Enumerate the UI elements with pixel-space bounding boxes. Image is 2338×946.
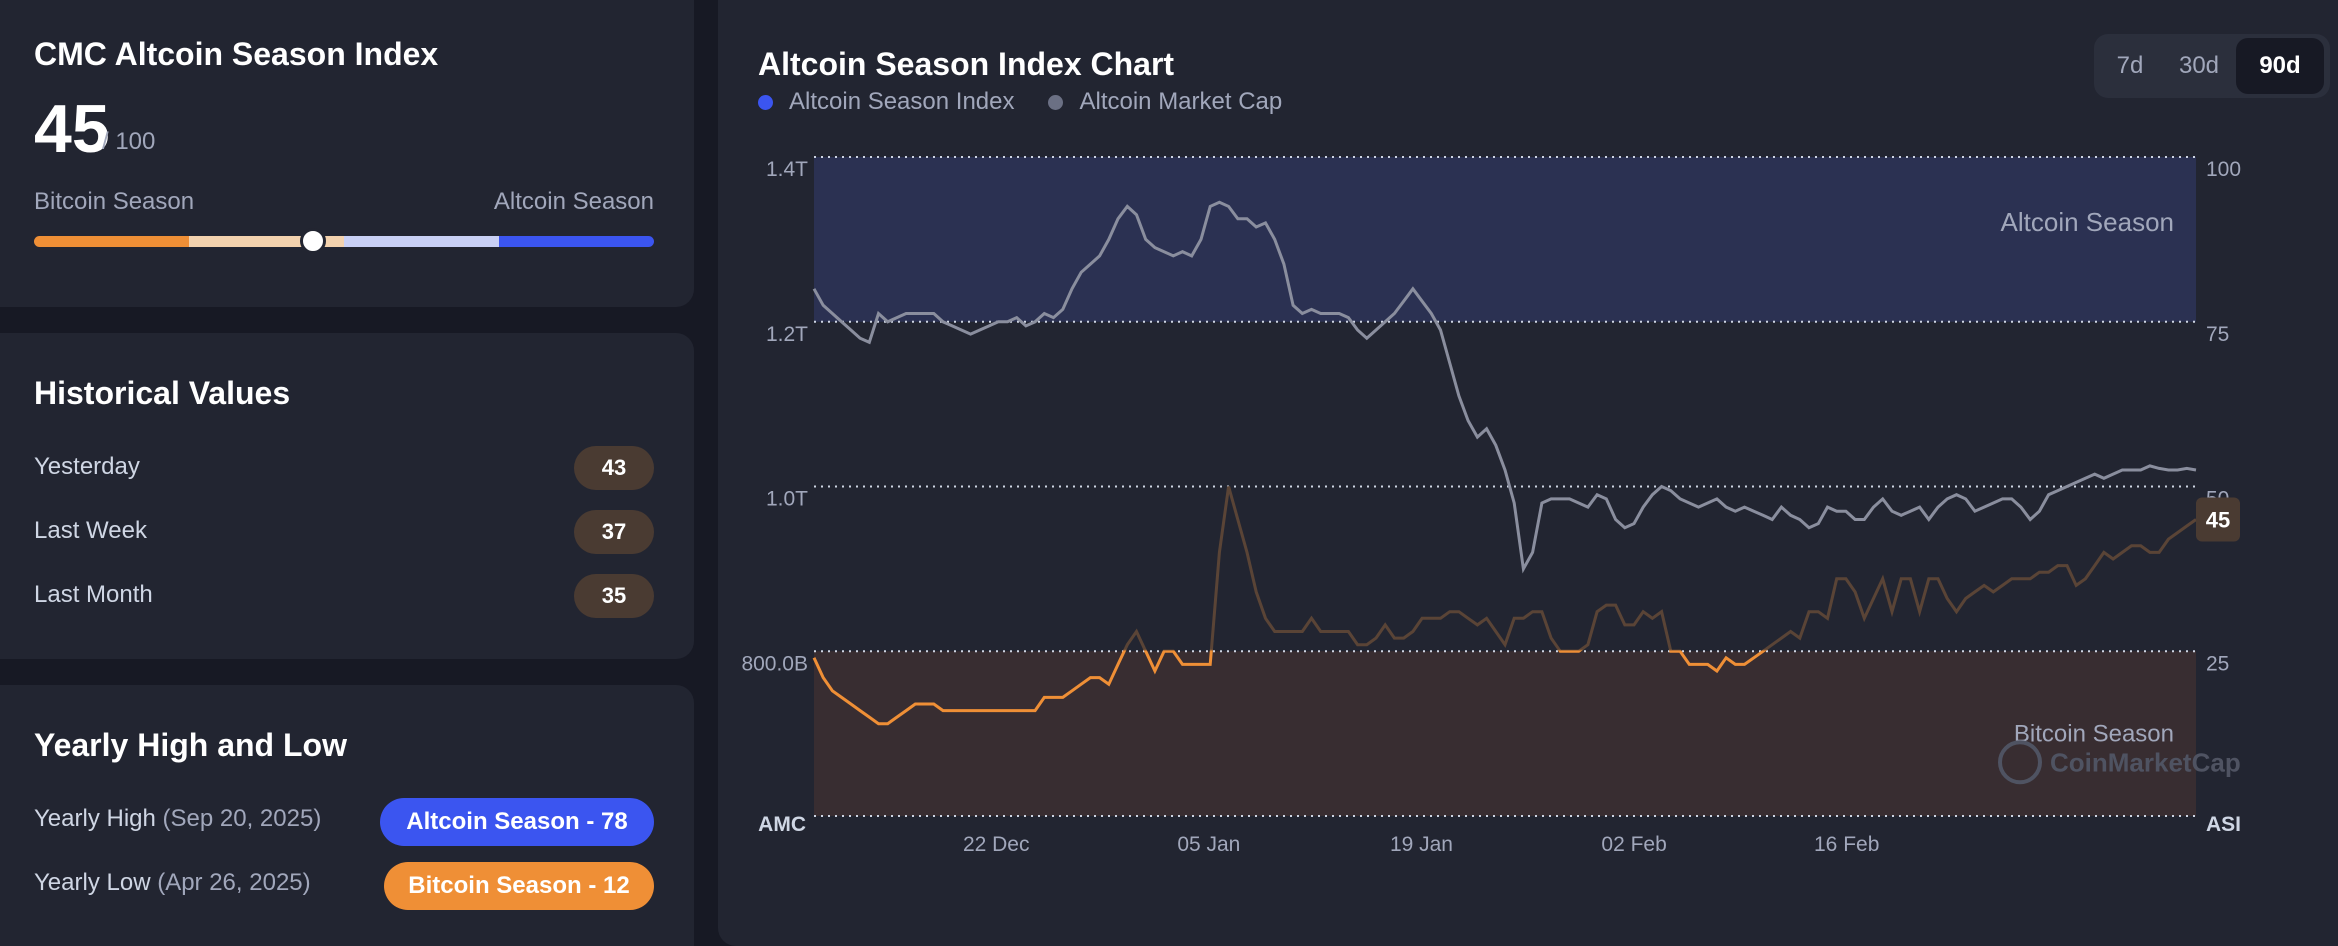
chart-card: Altcoin Season Index Chart Altcoin Seaso… [718, 0, 2338, 946]
x-tick-label: 05 Jan [1177, 833, 1240, 856]
historical-label-last-month: Last Month [34, 581, 153, 608]
historical-label-last-week: Last Week [34, 517, 147, 544]
current-value-badge: 45 [2206, 507, 2230, 532]
historical-title: Historical Values [34, 375, 291, 411]
legend-dot-index [758, 94, 773, 110]
current-value-badge-bg [2196, 497, 2240, 542]
index-card-title: CMC Altcoin Season Index [34, 36, 439, 72]
x-tick-label: 22 Dec [963, 833, 1030, 856]
chart-title: Altcoin Season Index Chart [758, 46, 1175, 82]
x-tick-label: 02 Feb [1601, 833, 1666, 856]
yearly-low-date: (Apr 26, 2025) [157, 869, 311, 896]
watermark: CoinMarketCap [1998, 740, 2241, 785]
legend-label-market-cap: Altcoin Market Cap [1079, 88, 1283, 115]
yearly-high-text: Yearly High [34, 805, 156, 832]
range-7d-button[interactable]: 7d [2116, 52, 2144, 79]
legend-dot-market-cap [1048, 94, 1064, 110]
x-tick-label: 19 Jan [1390, 833, 1453, 856]
x-tick-label: 16 Feb [1814, 833, 1879, 856]
index-card: CMC Altcoin Season Index 45 / 100 Bitcoi… [0, 0, 694, 307]
historical-badge-last-week: 37 [574, 510, 654, 554]
chart-legend: Altcoin Season Index Altcoin Market Cap [758, 88, 1316, 116]
historical-card: Historical Values Yesterday 43 Last Week… [0, 333, 694, 659]
legend-item-market-cap[interactable]: Altcoin Market Cap [1048, 88, 1282, 116]
watermark-text: CoinMarketCap [2050, 747, 2241, 777]
yearly-low-text: Yearly Low [34, 869, 151, 896]
altcoin-season-zone-label: Altcoin Season [2001, 207, 2174, 237]
yearly-title: Yearly High and Low [34, 727, 347, 763]
gauge-segment-altcoin-light [344, 236, 499, 247]
range-90d-button[interactable]: 90d [2236, 38, 2324, 94]
gauge-segment-bitcoin [34, 236, 189, 247]
historical-badge-last-month: 35 [574, 574, 654, 618]
season-gauge [34, 236, 654, 247]
legend-item-index[interactable]: Altcoin Season Index [758, 88, 1014, 116]
legend-label-index: Altcoin Season Index [789, 88, 1015, 115]
right-axis-title: ASI [2206, 813, 2241, 836]
y-left-tick-label: 1.0T [766, 488, 808, 511]
altcoin-season-zone [814, 157, 2196, 322]
current-value-marker: 45 [2196, 497, 2240, 542]
gauge-segment-bitcoin-light [189, 236, 344, 247]
y-right-tick-label: 75 [2206, 323, 2229, 346]
yearly-high-badge: Altcoin Season - 78 [380, 798, 654, 846]
gauge-right-label: Altcoin Season [493, 188, 654, 215]
y-right-tick-label: 100 [2206, 158, 2241, 181]
y-left-tick-label: 1.2T [766, 323, 808, 346]
range-30d-button[interactable]: 30d [2178, 52, 2220, 79]
historical-badge-yesterday: 43 [574, 446, 654, 490]
historical-label-yesterday: Yesterday [34, 453, 140, 480]
bitcoin-season-zone-label: Bitcoin Season [2014, 720, 2174, 747]
y-left-tick-label: 800.0B [741, 652, 808, 675]
market-cap-line [812, 200, 2197, 574]
gauge-segment-altcoin [499, 236, 654, 247]
yearly-high-label: Yearly High (Sep 20, 2025) [34, 805, 321, 833]
gauge-knob [300, 228, 326, 254]
y-left-tick-label: 1.4T [766, 158, 808, 181]
yearly-card: Yearly High and Low Yearly High (Sep 20,… [0, 685, 694, 946]
left-axis-title: AMC [758, 813, 806, 836]
index-value: 45 [34, 91, 110, 167]
index-max: / 100 [102, 128, 156, 155]
yearly-low-badge: Bitcoin Season - 12 [384, 862, 654, 910]
range-selector: 7d 30d 90d [2094, 34, 2330, 98]
y-right-tick-label: 25 [2206, 652, 2229, 675]
gauge-left-label: Bitcoin Season [34, 188, 195, 215]
bitcoin-season-zone [814, 651, 2196, 816]
coinmarketcap-logo-icon [1998, 740, 2042, 785]
yearly-high-date: (Sep 20, 2025) [162, 805, 322, 832]
yearly-low-label: Yearly Low (Apr 26, 2025) [34, 869, 311, 897]
index-line [812, 486, 2197, 726]
